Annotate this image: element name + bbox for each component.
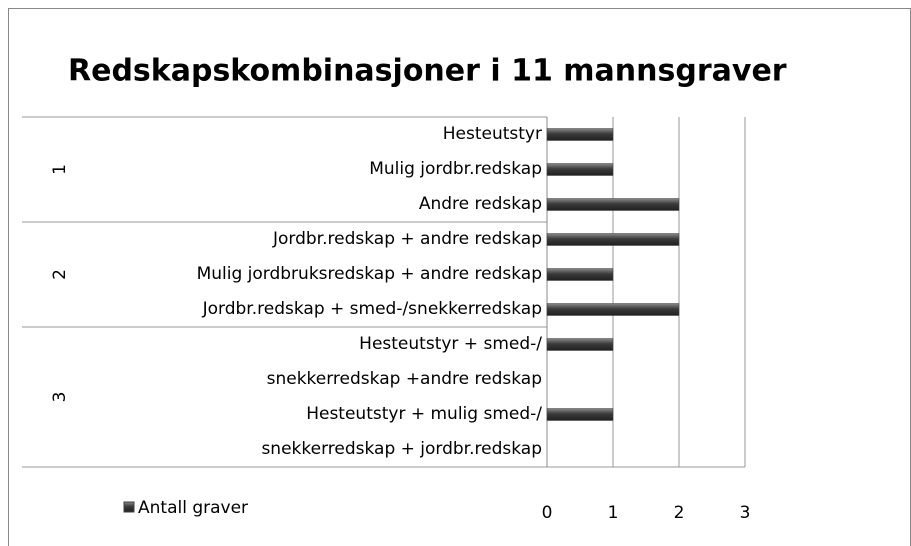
x-tick-label: 0 [542, 503, 553, 523]
bar [546, 233, 680, 246]
bar [546, 198, 680, 211]
y-tick-label: Jordbr.redskap + andre redskap [273, 229, 542, 249]
bar [546, 303, 680, 316]
y-tick-label: Jordbr.redskap + smed-/snekkerredskap [202, 299, 542, 319]
legend-swatch [123, 501, 135, 513]
y-tick-label: Hesteutstyr [442, 124, 542, 144]
y-tick-label: Mulig jordbr.redskap [369, 159, 542, 179]
group-label: 3 [50, 392, 70, 403]
y-tick-label: Hesteutstyr + mulig smed-/ snekkerredska… [261, 404, 542, 459]
bar [546, 268, 614, 281]
x-tick-label: 2 [674, 503, 685, 523]
x-tick-label: 3 [740, 503, 751, 523]
legend-label: Antall graver [138, 498, 248, 518]
y-tick-label: Mulig jordbruksredskap + andre redskap [196, 264, 542, 284]
chart-title: Redskapskombinasjoner i 11 mannsgraver [68, 54, 787, 89]
bar [546, 408, 614, 421]
group-label: 1 [50, 164, 70, 175]
y-tick-label: Andre redskap [418, 194, 542, 214]
y-tick-label: Hesteutstyr + smed-/ snekkerredskap +and… [266, 334, 542, 389]
bar [546, 163, 614, 176]
x-tick-label: 1 [608, 503, 619, 523]
group-label: 2 [50, 269, 70, 280]
bar [546, 128, 614, 141]
bar [546, 338, 614, 351]
